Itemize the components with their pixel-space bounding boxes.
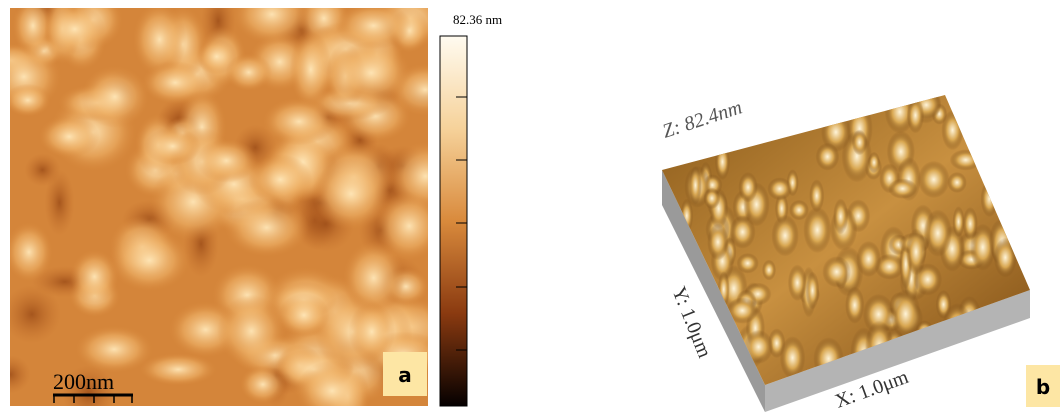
texture-spot: [224, 198, 309, 257]
texture-spot: [845, 287, 864, 324]
panel-label: a: [398, 363, 412, 387]
texture-spot: [139, 353, 216, 386]
texture-spot: [941, 110, 963, 150]
texture-spot: [312, 158, 389, 230]
texture-spot: [278, 293, 329, 337]
texture-spot: [331, 41, 411, 105]
texture-spot: [144, 127, 201, 165]
texture-spot: [75, 326, 153, 373]
texture-spot: [248, 154, 312, 205]
page: 200nm a 82.36 nm Z: 82.4nm Y: 1.0μm X: 1…: [0, 0, 1061, 417]
texture-spot: [994, 238, 1017, 278]
texture-spot: [689, 166, 702, 204]
texture-spot: [788, 265, 807, 302]
texture-spot: [888, 178, 917, 198]
texture-spot: [809, 179, 824, 212]
texture-spot: [762, 260, 776, 281]
texture-spot: [907, 97, 924, 133]
texture-spot: [852, 129, 867, 155]
texture-spot: [924, 209, 952, 256]
texture-spot: [822, 256, 851, 287]
texture-spot: [81, 66, 149, 128]
texture-spot: [195, 139, 257, 183]
texture-spot: [217, 295, 286, 368]
texture-spot: [950, 149, 982, 170]
scale-bar-label: 200nm: [53, 369, 114, 394]
texture-spot: [803, 207, 831, 253]
texture-spot: [856, 241, 881, 277]
texture-spot: [225, 53, 272, 91]
texture-spot: [767, 177, 792, 200]
texture-spot: [707, 224, 728, 261]
figure: 200nm a 82.36 nm Z: 82.4nm Y: 1.0μm X: 1…: [0, 0, 1061, 417]
texture-spot: [704, 188, 721, 210]
texture-spot: [44, 169, 74, 236]
texture-spot: [109, 229, 190, 292]
texture-spot: [715, 144, 730, 180]
texture-spot: [906, 228, 926, 275]
texture-spot: [947, 172, 966, 193]
texture-spot: [738, 172, 757, 202]
texture-spot: [981, 180, 999, 217]
panel-label: b: [1036, 375, 1050, 399]
texture-spot: [918, 161, 950, 198]
texture-spot: [953, 206, 965, 237]
texture-spot: [262, 98, 335, 146]
texture-spot: [737, 253, 759, 273]
texture-spot: [771, 215, 798, 257]
texture-spot: [5, 84, 51, 117]
texture-spot: [833, 198, 848, 234]
colorbar-max-label: 82.36 nm: [453, 12, 502, 27]
texture-spot: [868, 152, 880, 173]
z-axis-label: Z: 82.4nm: [660, 96, 745, 142]
texture-spot: [39, 115, 100, 158]
texture-spot: [5, 222, 53, 282]
texture-spot: [806, 271, 820, 309]
texture-spot: [290, 31, 333, 109]
texture-spot: [816, 143, 840, 171]
texture-spot: [44, 4, 105, 54]
texture-spot: [963, 207, 978, 240]
